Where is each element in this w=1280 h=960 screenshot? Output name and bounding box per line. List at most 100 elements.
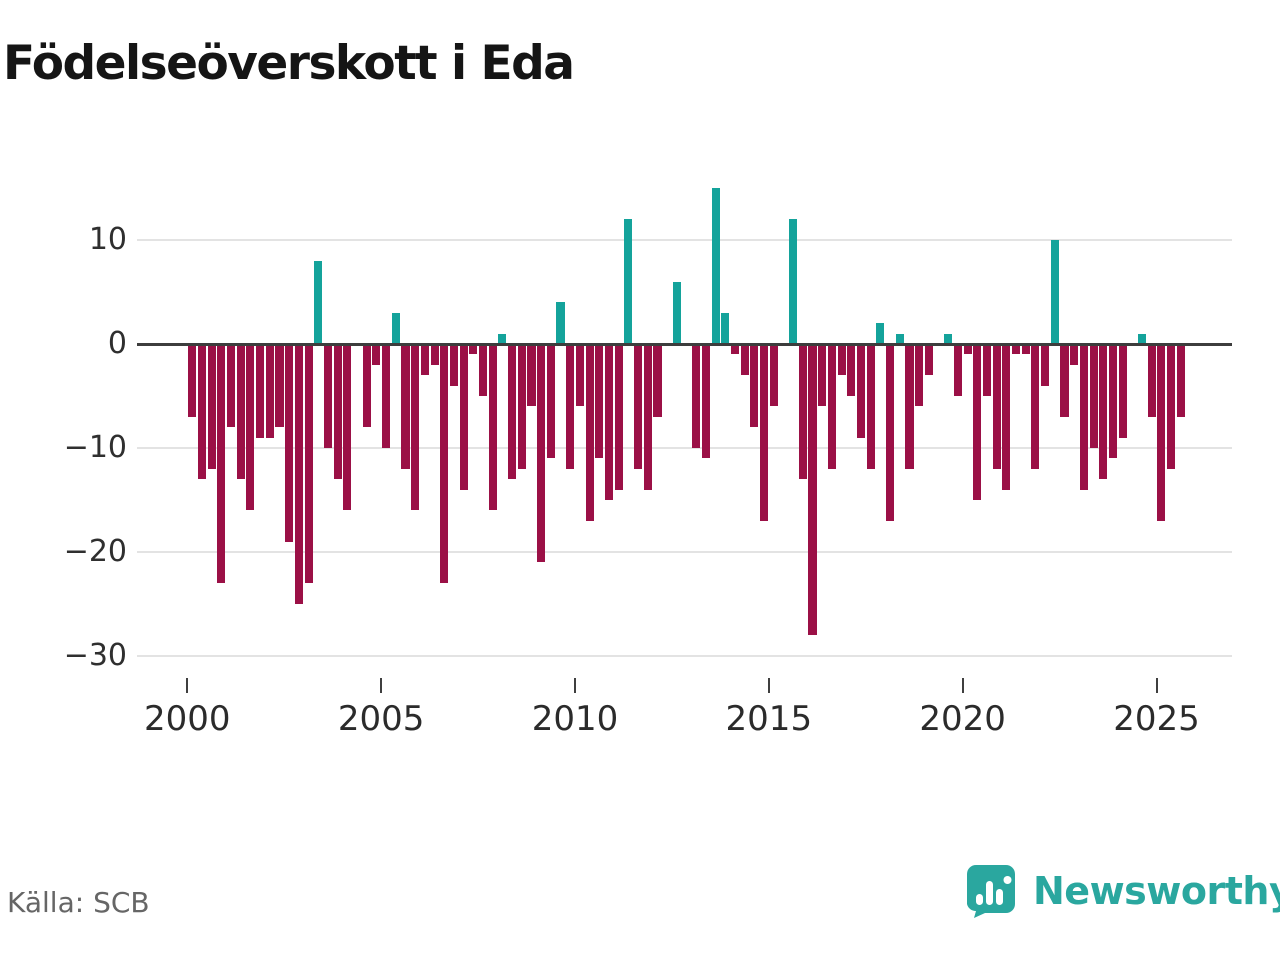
bar-2003Q3 — [323, 344, 332, 448]
bar-2005Q1 — [382, 344, 391, 448]
bar-2001Q1 — [226, 344, 236, 428]
logo-bar-small — [976, 894, 983, 905]
bar-2015Q4 — [798, 344, 807, 480]
bar-2022Q3 — [1060, 344, 1069, 417]
bar-2003Q4 — [333, 344, 342, 480]
bar-2011Q3 — [634, 344, 643, 469]
gridline-y--10 — [137, 447, 1232, 449]
bar-2018Q2 — [895, 333, 904, 344]
bar-2015Q1 — [769, 344, 778, 407]
x-axis-label-2010: 2010 — [531, 699, 619, 739]
newsworthy-wordmark: Newsworthy — [1033, 869, 1280, 913]
x-tick-2025 — [1155, 678, 1158, 693]
logo-bar-medium — [996, 889, 1003, 905]
bar-2011Q1 — [614, 344, 623, 490]
bar-2010Q2 — [585, 344, 594, 521]
x-axis-label-2015: 2015 — [725, 699, 813, 739]
bar-2014Q1 — [730, 344, 740, 355]
bar-2018Q1 — [886, 344, 895, 521]
bar-2011Q4 — [643, 344, 652, 490]
bar-2006Q3 — [440, 344, 449, 584]
bar-2019Q4 — [953, 344, 962, 396]
x-axis-label-2000: 2000 — [144, 699, 231, 739]
bar-2022Q2 — [1050, 240, 1059, 344]
bar-2014Q2 — [740, 344, 749, 376]
bar-2009Q2 — [546, 344, 555, 459]
bar-2018Q3 — [905, 344, 914, 469]
y-axis-label--20: −20 — [63, 534, 127, 569]
x-tick-2005 — [380, 678, 383, 693]
bar-2006Q4 — [449, 344, 458, 386]
bar-2024Q3 — [1138, 333, 1147, 344]
bar-2013Q4 — [721, 312, 730, 344]
bar-2008Q4 — [527, 344, 536, 407]
bar-2016Q1 — [808, 344, 817, 636]
bar-2001Q3 — [246, 344, 255, 511]
bar-2022Q1 — [1041, 344, 1050, 386]
bar-2014Q3 — [750, 344, 759, 428]
bar-2016Q2 — [818, 344, 827, 407]
x-axis-label-2025: 2025 — [1113, 699, 1200, 739]
bar-2007Q2 — [469, 344, 478, 355]
x-tick-2000 — [186, 678, 189, 693]
bar-2013Q1 — [692, 344, 701, 448]
bar-2010Q3 — [595, 344, 604, 459]
bar-2007Q3 — [478, 344, 488, 396]
bar-2013Q2 — [701, 344, 710, 459]
bar-2016Q3 — [827, 344, 836, 469]
bar-2004Q4 — [372, 344, 381, 365]
bar-2013Q3 — [711, 188, 720, 344]
logo-bar-tall — [986, 881, 993, 905]
bar-2023Q1 — [1079, 344, 1088, 490]
bar-2023Q3 — [1099, 344, 1108, 480]
bar-2025Q1 — [1157, 344, 1166, 521]
gridline-y-10 — [137, 239, 1232, 241]
bar-2016Q4 — [837, 344, 846, 376]
bar-2001Q2 — [236, 344, 245, 480]
x-tick-2015 — [767, 678, 770, 693]
bar-2000Q3 — [207, 344, 216, 469]
gridline-y--30 — [137, 655, 1232, 657]
x-axis-label-2005: 2005 — [337, 699, 425, 739]
bar-2023Q4 — [1108, 344, 1118, 459]
y-axis-label-0: 0 — [107, 326, 127, 361]
bar-2009Q3 — [556, 302, 565, 344]
bar-2018Q4 — [915, 344, 924, 407]
bar-2009Q4 — [566, 344, 575, 469]
bar-2007Q1 — [459, 344, 468, 490]
bar-2003Q1 — [304, 344, 313, 584]
bar-2020Q3 — [982, 344, 992, 396]
bar-2005Q2 — [391, 312, 400, 344]
bar-2008Q1 — [498, 333, 507, 344]
x-axis-label-2020: 2020 — [919, 699, 1006, 739]
bar-2017Q1 — [847, 344, 856, 396]
bar-2021Q1 — [1002, 344, 1011, 490]
bar-2012Q3 — [672, 281, 681, 344]
bar-2020Q1 — [963, 344, 972, 355]
bar-2002Q4 — [294, 344, 303, 604]
bar-2020Q4 — [992, 344, 1001, 469]
bar-2019Q1 — [924, 344, 933, 376]
bar-2000Q4 — [217, 344, 226, 584]
chart-title: Födelseöverskott i Eda — [3, 36, 575, 91]
bar-2001Q4 — [256, 344, 265, 438]
bar-2017Q2 — [856, 344, 866, 438]
bar-2008Q3 — [517, 344, 526, 469]
bar-2004Q3 — [362, 344, 371, 428]
bar-2000Q2 — [197, 344, 206, 480]
bar-2003Q2 — [314, 260, 323, 344]
bar-2019Q3 — [944, 333, 953, 344]
bar-2011Q2 — [624, 219, 633, 344]
bar-2025Q3 — [1176, 344, 1185, 417]
bar-2000Q1 — [188, 344, 197, 417]
bar-chart-badge-icon — [967, 865, 1015, 918]
bar-2021Q3 — [1021, 344, 1030, 355]
bar-2025Q2 — [1167, 344, 1176, 469]
newsworthy-logo: Newsworthy — [963, 863, 1280, 919]
bar-2022Q4 — [1070, 344, 1079, 365]
bar-2002Q1 — [265, 344, 274, 438]
source-caption: Källa: SCB — [7, 886, 150, 919]
bar-2020Q2 — [973, 344, 982, 500]
